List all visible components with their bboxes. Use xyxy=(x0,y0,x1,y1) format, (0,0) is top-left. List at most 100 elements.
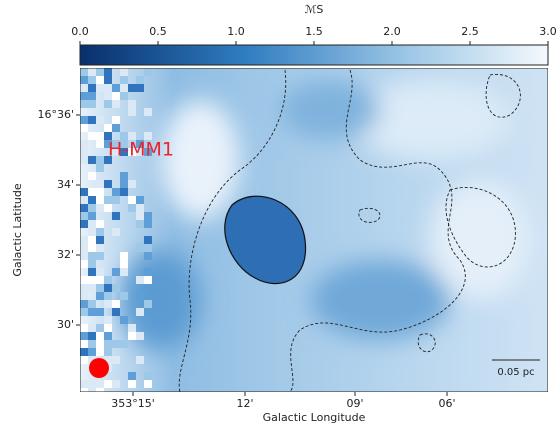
map-pixel xyxy=(136,356,144,364)
map-pixel xyxy=(144,268,152,276)
map-pixel xyxy=(80,196,88,204)
map-pixel xyxy=(136,244,144,252)
map-pixel xyxy=(104,76,112,84)
x-tick-label: 12' xyxy=(236,397,253,410)
map-pixel xyxy=(104,300,112,308)
map-pixel xyxy=(88,172,96,180)
map-pixel xyxy=(120,76,128,84)
map-pixel xyxy=(80,100,88,108)
map-pixel xyxy=(80,340,88,348)
map-pixel xyxy=(128,196,136,204)
map-pixel xyxy=(104,284,112,292)
map-pixel xyxy=(128,372,136,380)
map-pixel xyxy=(104,84,112,92)
map-pixel xyxy=(136,276,144,284)
map-pixel xyxy=(80,220,88,228)
map-pixel xyxy=(96,292,104,300)
y-tick-label: 34' xyxy=(57,178,74,191)
map-pixel xyxy=(136,220,144,228)
map-pixel xyxy=(80,332,88,340)
map-pixel xyxy=(144,252,152,260)
map-pixel xyxy=(96,116,104,124)
map-pixel xyxy=(96,180,104,188)
y-tick-label: 16°36' xyxy=(37,108,74,121)
map-pixel xyxy=(144,236,152,244)
map-pixel xyxy=(96,308,104,316)
map-pixel xyxy=(88,68,96,76)
map-pixel xyxy=(88,84,96,92)
map xyxy=(80,68,548,396)
map-pixel xyxy=(120,68,128,76)
map-pixel xyxy=(144,244,152,252)
y-tick-label: 30' xyxy=(57,318,74,331)
map-pixel xyxy=(80,92,88,100)
map-pixel xyxy=(96,68,104,76)
map-pixel xyxy=(88,116,96,124)
map-pixel xyxy=(80,156,88,164)
map-pixel xyxy=(120,84,128,92)
map-pixel xyxy=(128,84,136,92)
map-pixel xyxy=(120,260,128,268)
source-label: H-MM1 xyxy=(108,139,174,161)
x-tick-label: 353°15' xyxy=(111,397,155,410)
map-pixel xyxy=(136,332,144,340)
map-pixel xyxy=(88,244,96,252)
map-pixel xyxy=(96,76,104,84)
map-pixel xyxy=(136,292,144,300)
map-pixel xyxy=(80,124,88,132)
colorbar-tick-label: 2.0 xyxy=(383,25,401,38)
map-pixel xyxy=(96,164,104,172)
map-pixel xyxy=(88,284,96,292)
map-pixel xyxy=(104,316,112,324)
map-pixel xyxy=(128,204,136,212)
map-pixel xyxy=(80,84,88,92)
map-pixel xyxy=(96,340,104,348)
map-pixel xyxy=(88,132,96,140)
map-pixel xyxy=(112,116,120,124)
map-pixel xyxy=(128,332,136,340)
map-pixel xyxy=(88,340,96,348)
map-pixel xyxy=(88,196,96,204)
map-pixel xyxy=(112,308,120,316)
map-pixel xyxy=(120,340,128,348)
map-pixel xyxy=(88,76,96,84)
map-pixel xyxy=(144,380,152,388)
map-pixel xyxy=(104,180,112,188)
map-pixel xyxy=(88,332,96,340)
map-pixel xyxy=(80,140,88,148)
map-pixel xyxy=(88,252,96,260)
x-tick-label: 06' xyxy=(438,397,455,410)
beam xyxy=(89,358,109,378)
map-pixel xyxy=(96,332,104,340)
map-pixel xyxy=(136,84,144,92)
map-pixel xyxy=(120,316,128,324)
map-pixel xyxy=(128,100,136,108)
map-pixel xyxy=(80,236,88,244)
map-pixel xyxy=(112,100,120,108)
map-pixel xyxy=(80,348,88,356)
colorbar-tick-label: 0.5 xyxy=(149,25,167,38)
map-pixel xyxy=(112,300,120,308)
map-pixel xyxy=(80,188,88,196)
map-pixel xyxy=(88,204,96,212)
scale-bar-label: 0.05 pc xyxy=(497,367,534,378)
map-pixel xyxy=(96,204,104,212)
map-pixel xyxy=(104,348,112,356)
map-pixel xyxy=(112,284,120,292)
map-pixel xyxy=(128,180,136,188)
map-pixel xyxy=(144,276,152,284)
x-axis-label: Galactic Longitude xyxy=(263,411,366,424)
map-pixel xyxy=(120,292,128,300)
map-pixel xyxy=(96,276,104,284)
map-pixel xyxy=(80,204,88,212)
map-pixel xyxy=(120,172,128,180)
colorbar-label: ℳS xyxy=(305,3,324,16)
map-pixel xyxy=(120,92,128,100)
map-pixel xyxy=(88,212,96,220)
map-pixel xyxy=(96,324,104,332)
map-pixel xyxy=(96,84,104,92)
map-pixel xyxy=(80,116,88,124)
colorbar-tick-label: 1.0 xyxy=(227,25,245,38)
map-pixel xyxy=(112,228,120,236)
map-pixel xyxy=(80,284,88,292)
